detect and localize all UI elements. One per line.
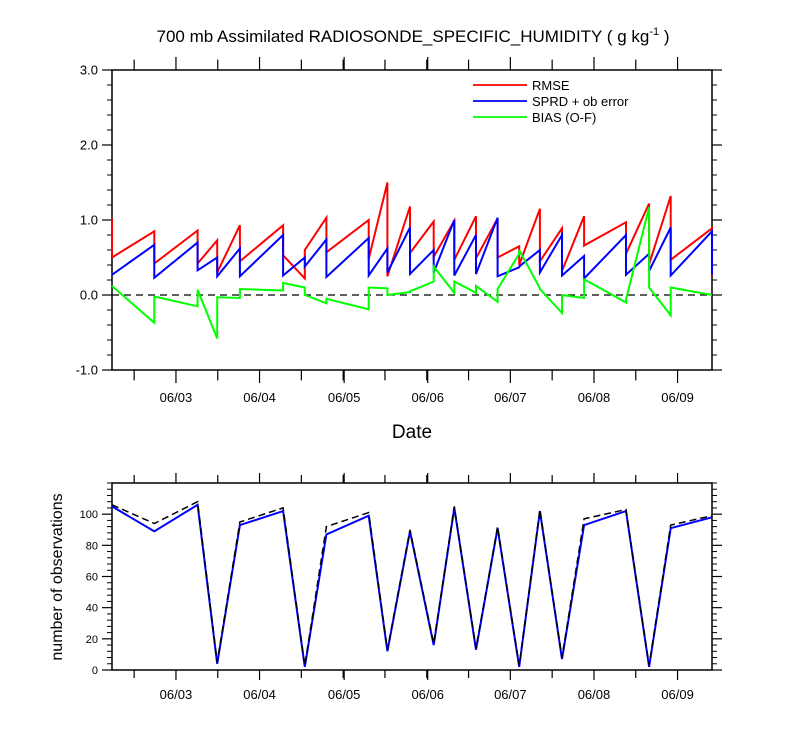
legend: RMSE SPRD + ob error BIAS (O-F): [473, 78, 629, 125]
x-tick-label: 06/07: [494, 687, 527, 702]
chart-title-text: 700 mb Assimilated RADIOSONDE_SPECIFIC_H…: [157, 27, 650, 46]
legend-label-rmse: RMSE: [532, 78, 570, 93]
x-tick-label: 06/03: [160, 687, 193, 702]
y-tick-label: 3.0: [80, 63, 98, 78]
top-axes: 06/03 06/04 06/05 06/06 06/07 06/08 06/09 -1.0 0…: [76, 57, 722, 405]
y-tick-label: 80: [86, 540, 98, 552]
bottom-plot-frame: [111, 482, 713, 671]
series-line-sprd-ob-error: [111, 217, 713, 281]
bottom-plot-area: [111, 500, 713, 668]
y-tick-label: 1.0: [80, 213, 98, 228]
bottom-axes: 06/03 06/04 06/05 06/06 06/07 06/08 06/09 0 20 40…: [80, 473, 722, 702]
y-tick-label: 0.0: [80, 288, 98, 303]
y-tick-label: 40: [86, 603, 98, 615]
x-tick-label: 06/09: [661, 390, 694, 405]
y-tick-label: 2.0: [80, 138, 98, 153]
chart-title-superscript: -1: [649, 26, 659, 38]
y-tick-label: 100: [80, 509, 98, 521]
chart-title-end: ): [659, 27, 669, 46]
x-tick-label: 06/05: [328, 687, 361, 702]
x-tick-label: 06/07: [494, 390, 527, 405]
x-tick-label: 06/06: [411, 687, 444, 702]
legend-label-sprd: SPRD + ob error: [532, 94, 629, 109]
series-line-assimilated: [111, 503, 713, 668]
x-tick-label: 06/03: [160, 390, 193, 405]
x-tick-label: 06/04: [243, 390, 276, 405]
series-line-rmse: [111, 182, 713, 282]
y-tick-label: 60: [86, 571, 98, 583]
top-plot-area: [111, 182, 713, 339]
chart-title: 700 mb Assimilated RADIOSONDE_SPECIFIC_H…: [157, 26, 670, 46]
y-tick-label: 20: [86, 634, 98, 646]
x-tick-label: 06/05: [328, 390, 361, 405]
series-line-possible: [111, 500, 713, 666]
x-tick-label: 06/09: [661, 687, 694, 702]
x-tick-label: 06/04: [243, 687, 276, 702]
y-axis-label-observations: number of observations: [49, 493, 66, 660]
legend-label-bias: BIAS (O-F): [532, 110, 596, 125]
series-line-bias-o-f: [111, 207, 713, 339]
y-tick-label: 0: [92, 665, 98, 677]
top-plot-frame: [111, 69, 713, 371]
y-tick-label: -1.0: [76, 363, 98, 378]
x-tick-label: 06/08: [578, 687, 611, 702]
x-tick-label: 06/08: [578, 390, 611, 405]
x-axis-label: Date: [392, 422, 432, 443]
x-tick-label: 06/06: [411, 390, 444, 405]
